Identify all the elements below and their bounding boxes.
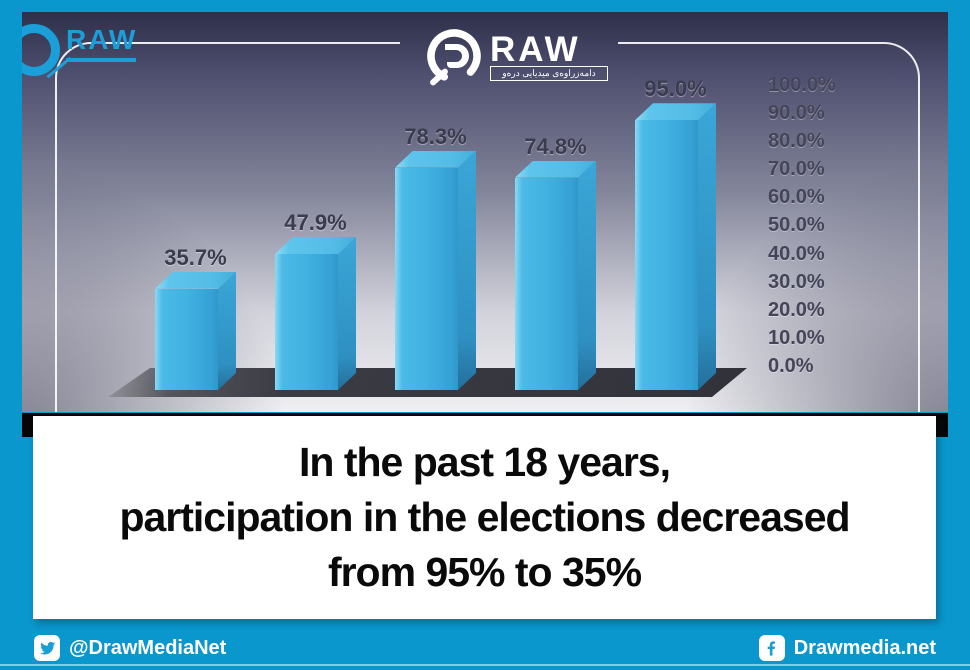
caption-line-1: In the past 18 years, — [299, 439, 671, 485]
facebook-icon — [758, 635, 785, 661]
bar-face-front — [155, 288, 218, 390]
watermark-wordmark: RAW — [66, 24, 138, 55]
y-tick-label: 100.0% — [768, 74, 836, 96]
bar-face-side — [458, 151, 476, 390]
y-tick-label: 40.0% — [768, 242, 825, 265]
bar-face-top — [155, 271, 236, 289]
bar-face-top — [635, 103, 716, 121]
panel-border-right — [618, 42, 920, 412]
draw-d-emblem-icon — [427, 29, 481, 86]
bar-value-label: 35.7% — [164, 244, 227, 270]
draw-logo: RAW دامەزراوەی میدیایی درەو — [398, 14, 623, 92]
caption-line-3: from 95% to 35% — [327, 549, 642, 595]
bar-face-side — [218, 272, 236, 390]
bar-face-side — [578, 161, 596, 390]
twitter-handle-text: @DrawMediaNet — [69, 636, 227, 659]
y-tick-label: 20.0% — [768, 298, 825, 321]
caption-box: In the past 18 years, participation in t… — [33, 416, 936, 619]
y-tick-label: 30.0% — [768, 270, 825, 293]
watermark-ring-icon — [22, 24, 60, 76]
bar-face-front — [395, 167, 458, 390]
footer-divider-line — [0, 664, 970, 666]
y-tick-label: 70.0% — [768, 158, 825, 181]
y-tick-label: 0.0% — [768, 354, 814, 377]
facebook-handle-text: Drawmedia.net — [793, 636, 936, 659]
bar-face-side — [698, 103, 716, 390]
y-tick-label: 90.0% — [768, 102, 825, 125]
bar-value-label: 78.3% — [404, 123, 467, 149]
watermark-underline — [66, 58, 136, 62]
bar-face-top — [515, 160, 596, 178]
twitter-handle-group: @DrawMediaNet — [34, 635, 226, 661]
bar-value-label: 95.0% — [644, 76, 707, 102]
y-tick-label: 10.0% — [768, 326, 825, 349]
bar-face-top — [275, 236, 356, 254]
chart-panel: RAW دامەزراوەی میدیایی درەو RAW 35.7% 47.… — [22, 12, 948, 412]
bar-face-front — [635, 120, 698, 390]
bar-4: 74.8% — [515, 134, 596, 390]
bar-face-front — [515, 177, 578, 390]
caption-line-2: participation in the elections decreased — [119, 494, 850, 540]
bar-face-top — [395, 150, 476, 168]
bar-face-front — [275, 253, 338, 390]
bar-3: 78.3% — [395, 124, 476, 390]
panel-border-left — [55, 42, 400, 412]
footer-bar: @DrawMediaNet Drawmedia.net — [0, 630, 970, 666]
y-tick-label: 80.0% — [768, 130, 825, 153]
y-tick-label: 60.0% — [768, 186, 825, 209]
logo-wordmark: RAW — [490, 30, 581, 69]
bar-face-side — [338, 237, 356, 390]
facebook-handle-group: Drawmedia.net — [758, 635, 936, 661]
y-axis: 100.0% 90.0% 80.0% 70.0% 60.0% 50.0% 40.0% 30.0… — [768, 71, 836, 380]
bar-1: 35.7% — [155, 245, 236, 390]
bar-2: 47.9% — [275, 210, 356, 390]
logo-subtitle: دامەزراوەی میدیایی درەو — [490, 66, 608, 81]
bar-5: 95.0% — [635, 76, 716, 390]
bar-value-label: 47.9% — [284, 209, 347, 235]
y-tick-label: 50.0% — [768, 214, 825, 237]
twitter-icon — [34, 635, 60, 661]
bar-value-label: 74.8% — [524, 133, 587, 159]
